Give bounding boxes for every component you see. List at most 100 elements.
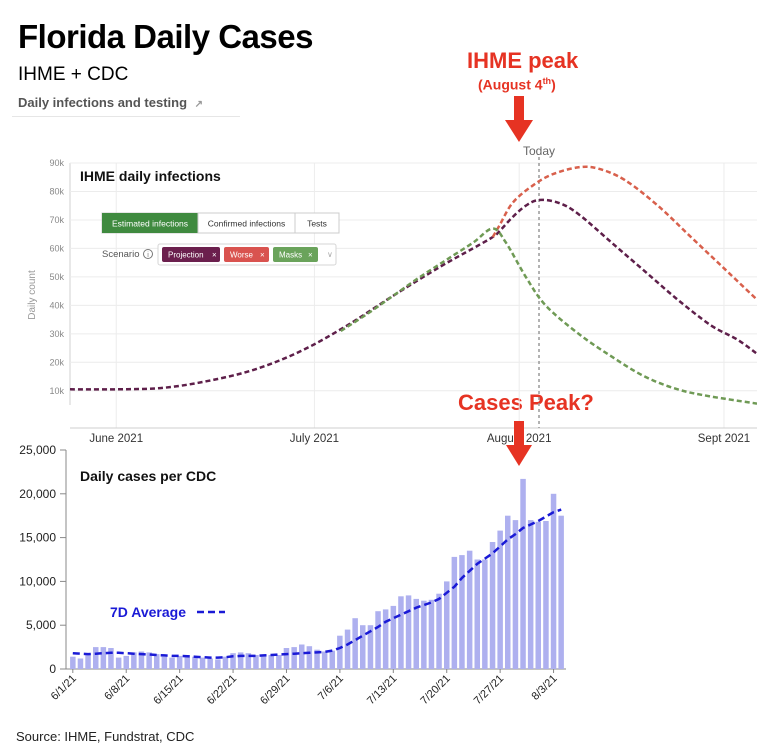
x-tick-label: 6/29/21 [258, 673, 292, 707]
bar [375, 611, 381, 669]
chip-masks-label: Masks [279, 251, 302, 260]
y-tick-label: 20,000 [19, 487, 56, 501]
bar [100, 647, 107, 669]
bar [245, 653, 252, 669]
cdc-y-ticks: 0 5,000 10,000 15,000 20,000 25,000 [19, 443, 66, 676]
bar [161, 656, 168, 669]
x-tick-label: 6/8/21 [102, 673, 132, 703]
bar [260, 655, 267, 669]
external-link-icon[interactable]: ↗ [194, 99, 204, 110]
x-tick-label: 6/22/21 [205, 673, 239, 707]
remove-icon[interactable]: × [212, 251, 217, 260]
series-line-worse [491, 165, 757, 301]
tab-tests-label[interactable]: Tests [307, 219, 327, 229]
remove-icon[interactable]: × [308, 251, 313, 260]
y-tick-label: 20k [49, 357, 64, 367]
cases-peak-annotation: Cases Peak? [458, 390, 594, 415]
scenario-label: Scenario [102, 249, 140, 260]
cdc-x-ticks: 6/1/21 6/8/21 6/15/21 6/22/21 6/29/21 7/6/21 7… [49, 669, 560, 707]
divider [12, 116, 240, 117]
y-tick-label: 10,000 [19, 574, 56, 588]
tab-confirmed-infections[interactable]: Confirmed infections [197, 212, 296, 234]
ihme-chart-title: IHME daily infections [80, 168, 221, 184]
chip-masks[interactable]: Masks × [273, 247, 318, 262]
bar [85, 653, 91, 669]
remove-icon[interactable]: × [260, 251, 265, 260]
x-tick-label: July 2021 [290, 433, 339, 445]
section-subhead[interactable]: Daily infections and testing ↗ [18, 95, 203, 110]
chip-projection-label: Projection [168, 251, 204, 260]
info-icon[interactable] [143, 249, 153, 259]
bar [108, 648, 114, 669]
y-tick-label: 30k [49, 329, 64, 339]
y-tick-label: 50k [49, 272, 64, 282]
chevron-down-icon[interactable]: ∨ [327, 250, 333, 259]
bar [421, 600, 427, 669]
bar [306, 646, 313, 669]
y-tick-label: 15,000 [19, 531, 56, 545]
x-tick-label: Sept 2021 [698, 433, 750, 445]
x-tick-label: 6/15/21 [151, 673, 185, 707]
bar [344, 629, 351, 669]
tab-tests-bg[interactable] [294, 212, 340, 234]
legend-label: 7D Average [110, 604, 186, 620]
bar [314, 649, 320, 669]
bar [512, 520, 519, 669]
x-tick-label: 6/1/21 [49, 673, 79, 703]
bar [199, 657, 206, 669]
x-tick-label: 8/3/21 [530, 673, 560, 703]
bar [138, 651, 145, 669]
peak-date-end: ) [551, 76, 556, 93]
peak-date-sup: th [542, 76, 552, 86]
tab-estimated-bg[interactable] [102, 213, 198, 233]
bar [360, 625, 366, 669]
x-tick-label: 7/6/21 [316, 673, 346, 703]
tab-estimated-infections[interactable]: Estimated infections [102, 213, 198, 233]
ihme-series [69, 165, 757, 405]
bar [535, 521, 541, 669]
arrow-shaft [514, 421, 524, 447]
bar [390, 605, 397, 669]
cdc-chart: 0 5,000 10,000 15,000 20,000 25,000 6/1/21 6/8… [19, 443, 566, 707]
bar [77, 658, 84, 669]
tab-estimated-label[interactable]: Estimated infections [112, 219, 188, 229]
series-line-projection [69, 198, 757, 391]
bar [482, 559, 488, 669]
bar [146, 652, 152, 669]
arrow-head [506, 445, 532, 466]
bar [123, 655, 129, 669]
tab-confirmed-label[interactable]: Confirmed infections [208, 219, 285, 229]
y-tick-label: 80k [49, 186, 64, 196]
bar [352, 618, 358, 669]
page-title: Florida Daily Cases [18, 18, 313, 55]
y-tick-label: 0 [49, 662, 56, 676]
bar [451, 556, 458, 669]
bar [291, 647, 297, 669]
ihme-peak-annotation: IHME peak [467, 48, 579, 73]
bar [283, 648, 290, 669]
bar [230, 653, 236, 669]
bar [276, 655, 282, 669]
ihme-x-ticks: June 2021 July 2021 August 2021 Sept 2021 [89, 433, 750, 445]
y-tick-label: 25,000 [19, 443, 56, 457]
cases-peak-arrow [506, 421, 532, 466]
chip-projection-bg[interactable] [162, 247, 220, 262]
bar [444, 581, 450, 669]
control-panel: Estimated infections Confirmed infection… [101, 212, 340, 266]
bar [299, 644, 305, 669]
bar [169, 657, 175, 669]
bar [184, 655, 190, 669]
chip-worse-label: Worse [230, 251, 254, 260]
bar [527, 520, 534, 669]
chip-masks-bg[interactable] [273, 247, 318, 262]
bar [543, 521, 549, 669]
x-tick-label: 7/27/21 [472, 673, 506, 707]
chip-worse-bg[interactable] [224, 247, 269, 262]
bar [558, 515, 564, 669]
y-tick-label: 5,000 [26, 618, 56, 632]
chip-worse[interactable]: Worse × [224, 247, 269, 262]
tab-tests[interactable]: Tests [294, 212, 340, 234]
cdc-bars [70, 478, 564, 669]
chip-projection[interactable]: Projection × [162, 247, 220, 262]
bar [321, 651, 328, 669]
